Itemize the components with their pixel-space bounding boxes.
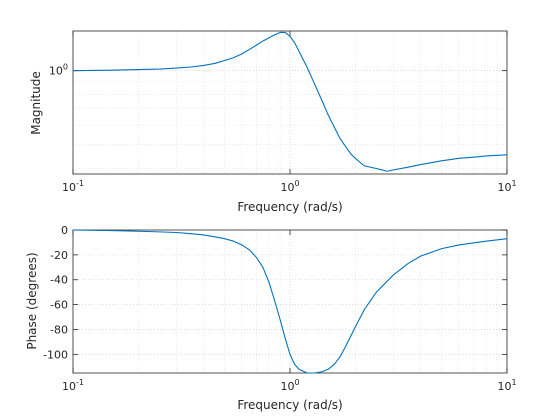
phase-x-tick-base-10: 10: [497, 380, 511, 393]
phase-x-axis-label: Frequency (rad/s): [237, 398, 342, 412]
magnitude-tick-marks: [72, 31, 508, 174]
phase-x-tick-label-1: 100: [280, 378, 299, 393]
magnitude-x-tick-base-10: 10: [497, 181, 511, 194]
magnitude-x-tick-exponent-0p1: -1: [76, 179, 84, 188]
phase-x-tick-base-0p1: 10: [62, 380, 76, 393]
magnitude-series-layer: [72, 31, 508, 172]
phase-series-layer: [72, 229, 508, 374]
phase-x-tick-exponent-1: 0: [294, 378, 299, 387]
phase-y-tick-label-0: 0: [61, 224, 68, 237]
phase-y-tick-label-neg80: -80: [50, 323, 68, 336]
phase-x-tick-base-1: 10: [280, 380, 294, 393]
magnitude-y-tick-label-1: 100: [49, 63, 68, 78]
phase-y-tick-label-neg20: -20: [50, 249, 68, 262]
magnitude-x-tick-base-0p1: 10: [62, 181, 76, 194]
magnitude-y-tick-base-1: 10: [49, 65, 63, 78]
phase-y-tick-label-neg40: -40: [50, 274, 68, 287]
magnitude-x-tick-base-1: 10: [280, 181, 294, 194]
phase-series-line-0: [72, 229, 508, 374]
magnitude-y-tick-exponent-1: 0: [63, 63, 68, 72]
magnitude-x-tick-label-0p1: 10-1: [62, 179, 84, 194]
phase-y-tick-label-neg60: -60: [50, 299, 68, 312]
phase-y-axis-label: Phase (degrees): [25, 252, 39, 349]
magnitude-x-tick-exponent-10: 1: [511, 179, 516, 188]
magnitude-grid: [73, 31, 507, 174]
phase-x-tick-label-0p1: 10-1: [62, 378, 84, 393]
magnitude-x-tick-label-10: 101: [497, 179, 516, 194]
phase-y-tick-label-neg100: -100: [43, 348, 68, 361]
magnitude-series-line-0: [72, 31, 508, 172]
magnitude-x-tick-label-1: 100: [280, 179, 299, 194]
magnitude-y-axis-label: Magnitude: [29, 71, 43, 135]
magnitude-x-axis-label: Frequency (rad/s): [237, 200, 342, 214]
phase-x-tick-exponent-0p1: -1: [76, 378, 84, 387]
magnitude-x-tick-exponent-1: 0: [294, 179, 299, 188]
phase-x-tick-label-10: 101: [497, 378, 516, 393]
phase-x-tick-exponent-10: 1: [511, 378, 516, 387]
